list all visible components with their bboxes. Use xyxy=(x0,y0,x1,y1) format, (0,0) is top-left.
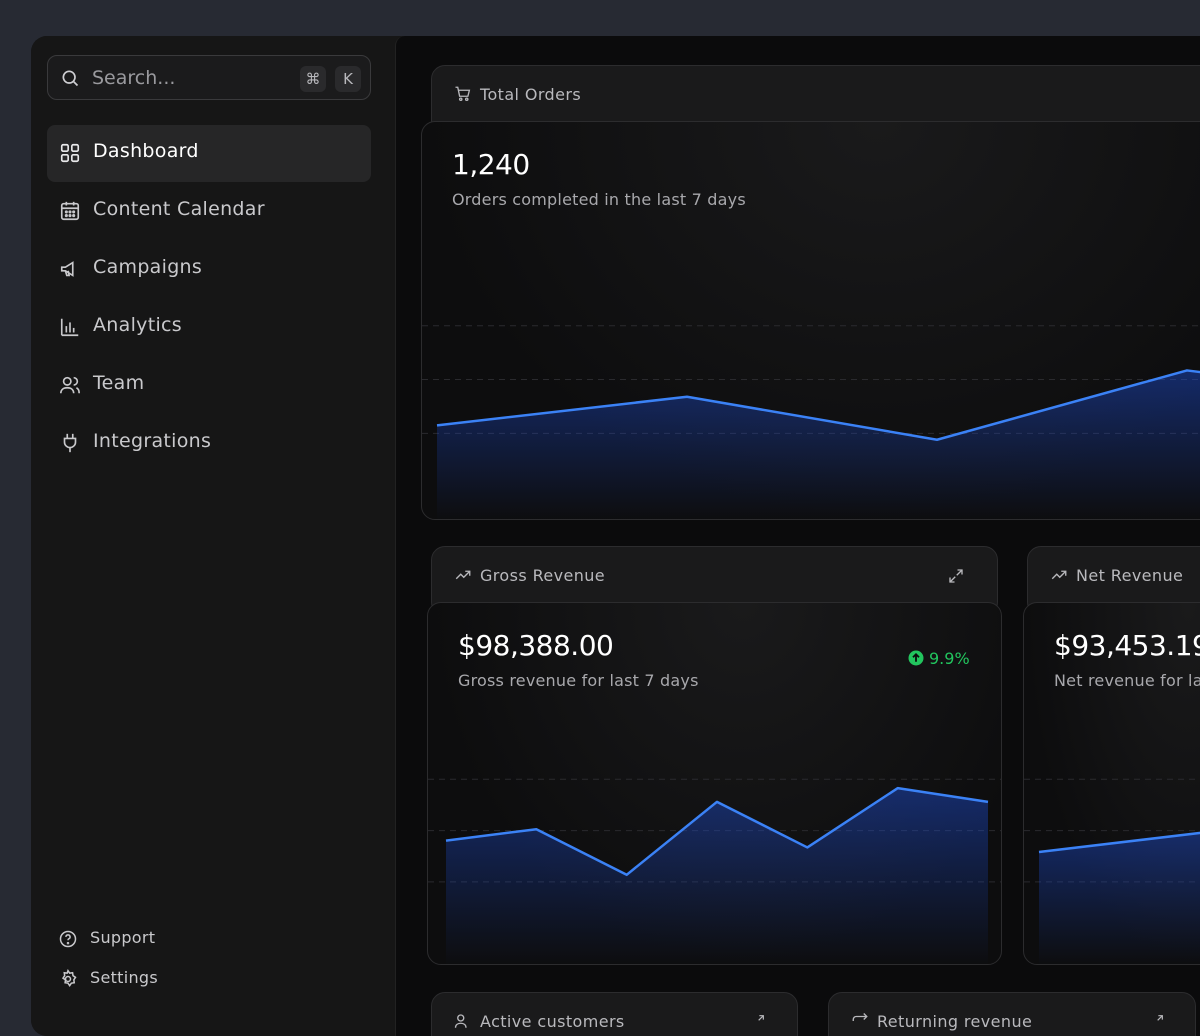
sidebar-item-content-calendar[interactable]: Content Calendar xyxy=(47,183,371,240)
sidebar-item-campaigns[interactable]: Campaigns xyxy=(47,241,371,298)
total-orders-card: 1,240 Orders completed in the last 7 day… xyxy=(421,121,1200,520)
search-icon xyxy=(60,68,80,88)
sidebar-item-integrations[interactable]: Integrations xyxy=(47,415,371,472)
gross-revenue-value: $98,388.00 xyxy=(458,629,613,662)
kbd-k: K xyxy=(335,66,361,92)
card-title: Net Revenue xyxy=(1076,566,1183,585)
trend-up-icon xyxy=(454,566,472,584)
active-customers-card-header: Active customers xyxy=(431,992,798,1036)
users-icon xyxy=(59,374,81,396)
megaphone-icon xyxy=(59,258,81,280)
kbd-cmd: ⌘ xyxy=(300,66,326,92)
search-placeholder: Search... xyxy=(92,67,175,89)
expand-icon[interactable] xyxy=(750,1013,766,1029)
net-revenue-value: $93,453.19 xyxy=(1054,629,1200,662)
gross-revenue-chart xyxy=(428,723,1002,965)
sidebar-item-team[interactable]: Team xyxy=(47,357,371,414)
calendar-icon xyxy=(59,200,81,222)
gross-revenue-card: $98,388.00 Gross revenue for last 7 days… xyxy=(427,602,1002,965)
card-title: Gross Revenue xyxy=(480,566,605,585)
total-orders-subtitle: Orders completed in the last 7 days xyxy=(452,190,746,209)
trend-up-icon xyxy=(1050,566,1068,584)
total-orders-value: 1,240 xyxy=(452,148,530,181)
net-revenue-subtitle: Net revenue for last 7 days xyxy=(1054,671,1200,690)
card-title: Total Orders xyxy=(480,85,581,104)
arrow-up-circle-icon xyxy=(907,649,925,667)
card-title: Returning revenue xyxy=(877,1012,1032,1031)
cart-icon xyxy=(454,85,472,103)
repeat-icon xyxy=(851,1012,869,1030)
sidebar-item-label: Content Calendar xyxy=(93,198,265,220)
settings-label: Settings xyxy=(90,968,158,987)
returning-revenue-card-header: Returning revenue xyxy=(828,992,1196,1036)
sidebar: Search... ⌘ K Dashboard Content Calendar… xyxy=(31,36,395,1036)
sidebar-item-label: Dashboard xyxy=(93,140,199,162)
app-window: Search... ⌘ K Dashboard Content Calendar… xyxy=(31,36,1200,1036)
change-badge: 9.9% xyxy=(907,649,970,668)
series-area xyxy=(446,788,988,965)
net-revenue-chart xyxy=(1024,723,1200,965)
sidebar-item-label: Integrations xyxy=(93,430,211,452)
gear-icon xyxy=(58,969,78,989)
main-content: Total Orders 1,240 Orders completed in t… xyxy=(395,36,1200,1036)
expand-icon[interactable] xyxy=(947,567,965,585)
sidebar-item-label: Campaigns xyxy=(93,256,202,278)
bar-chart-icon xyxy=(59,316,81,338)
sidebar-item-label: Team xyxy=(93,372,144,394)
grid-icon xyxy=(59,142,81,164)
gross-revenue-subtitle: Gross revenue for last 7 days xyxy=(458,671,699,690)
plug-icon xyxy=(59,432,81,454)
help-circle-icon xyxy=(58,929,78,949)
sidebar-item-analytics[interactable]: Analytics xyxy=(47,299,371,356)
card-title: Active customers xyxy=(480,1012,625,1031)
sidebar-item-dashboard[interactable]: Dashboard xyxy=(47,125,371,182)
total-orders-chart xyxy=(422,242,1200,520)
series-area xyxy=(437,370,1200,520)
expand-icon[interactable] xyxy=(1149,1013,1165,1029)
net-revenue-card: $93,453.19 Net revenue for last 7 days xyxy=(1023,602,1200,965)
users-icon xyxy=(454,1012,472,1030)
sidebar-item-label: Analytics xyxy=(93,314,182,336)
support-label: Support xyxy=(90,928,155,947)
change-value: 9.9% xyxy=(929,649,970,668)
search-input[interactable]: Search... ⌘ K xyxy=(47,55,371,100)
